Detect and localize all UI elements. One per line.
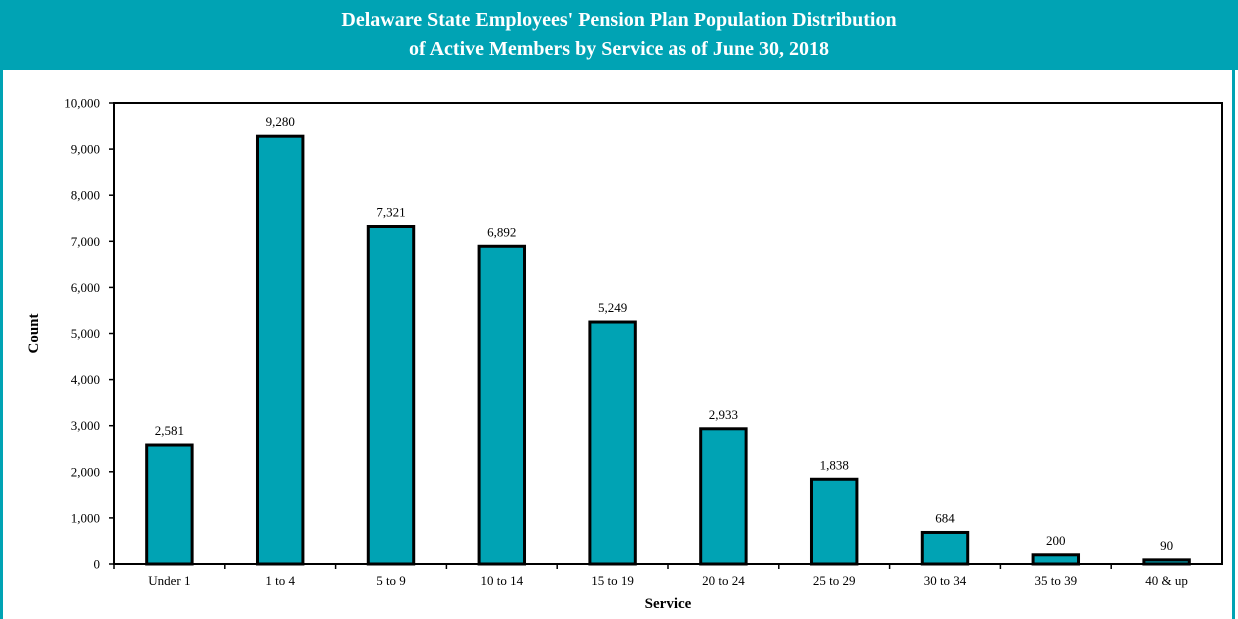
y-tick-label: 10,000 — [64, 96, 100, 111]
bar-10-to-14 — [477, 244, 527, 566]
y-tick-label: 9,000 — [71, 142, 100, 157]
data-label: 6,892 — [487, 224, 516, 239]
bar-20-to-24 — [699, 427, 748, 566]
plot-area-border — [113, 102, 1223, 565]
data-label: 90 — [1160, 538, 1173, 553]
x-axis-title: Service — [645, 596, 692, 612]
data-label: 684 — [935, 510, 955, 525]
y-tick-label: 4,000 — [71, 372, 100, 387]
bar-15-to-19 — [588, 320, 637, 566]
bar-5-to-9 — [366, 225, 416, 566]
x-tick-label: 40 & up — [1145, 573, 1188, 588]
data-labels: 2,581 9,280 7,321 6,892 5,249 2,933 1,838 684 20… — [155, 114, 1173, 553]
data-label: 9,280 — [266, 114, 295, 129]
bar-under-1 — [145, 443, 194, 566]
y-tick-label: 7,000 — [71, 234, 100, 249]
bar-25-to-29 — [809, 477, 859, 566]
bar-1-to-4 — [255, 134, 305, 566]
x-tick-label: 20 to 24 — [702, 573, 745, 588]
y-tick-label: 0 — [94, 557, 101, 572]
x-tick-label: 1 to 4 — [265, 573, 295, 588]
bar-30-to-34 — [920, 530, 970, 566]
x-tick-label: 10 to 14 — [480, 573, 523, 588]
bars — [145, 134, 1191, 566]
data-label: 1,838 — [820, 457, 849, 472]
data-label: 200 — [1046, 533, 1066, 548]
y-tick-label: 6,000 — [71, 280, 100, 295]
y-tick-label: 3,000 — [71, 418, 100, 433]
data-label: 5,249 — [598, 300, 627, 315]
y-tick-label: 8,000 — [71, 188, 100, 203]
y-tick-label: 5,000 — [71, 326, 100, 341]
x-tick-label: 5 to 9 — [376, 573, 406, 588]
x-axis-ticks: Under 1 1 to 4 5 to 9 10 to 14 15 to 19 20 to… — [113, 564, 1188, 588]
x-tick-label: 30 to 34 — [924, 573, 967, 588]
x-tick-label: Under 1 — [148, 573, 190, 588]
data-label: 2,933 — [709, 407, 738, 422]
chart-title-line-2: of Active Members by Service as of June … — [409, 38, 829, 60]
x-tick-label: 15 to 19 — [591, 573, 634, 588]
data-label: 7,321 — [376, 205, 405, 220]
y-tick-label: 2,000 — [71, 464, 100, 479]
chart-title-banner: Delaware State Employees' Pension Plan P… — [0, 0, 1238, 70]
chart-title-line-1: Delaware State Employees' Pension Plan P… — [341, 9, 897, 31]
y-axis-title: Count — [26, 313, 42, 353]
x-tick-label: 35 to 39 — [1034, 573, 1077, 588]
y-axis-ticks: 0 1,000 2,000 3,000 4,000 5,000 6,000 7,000 8,00… — [64, 96, 114, 572]
bar-35-to-39 — [1031, 553, 1081, 566]
x-tick-label: 25 to 29 — [813, 573, 856, 588]
data-label: 2,581 — [155, 423, 184, 438]
y-tick-label: 1,000 — [71, 510, 100, 525]
